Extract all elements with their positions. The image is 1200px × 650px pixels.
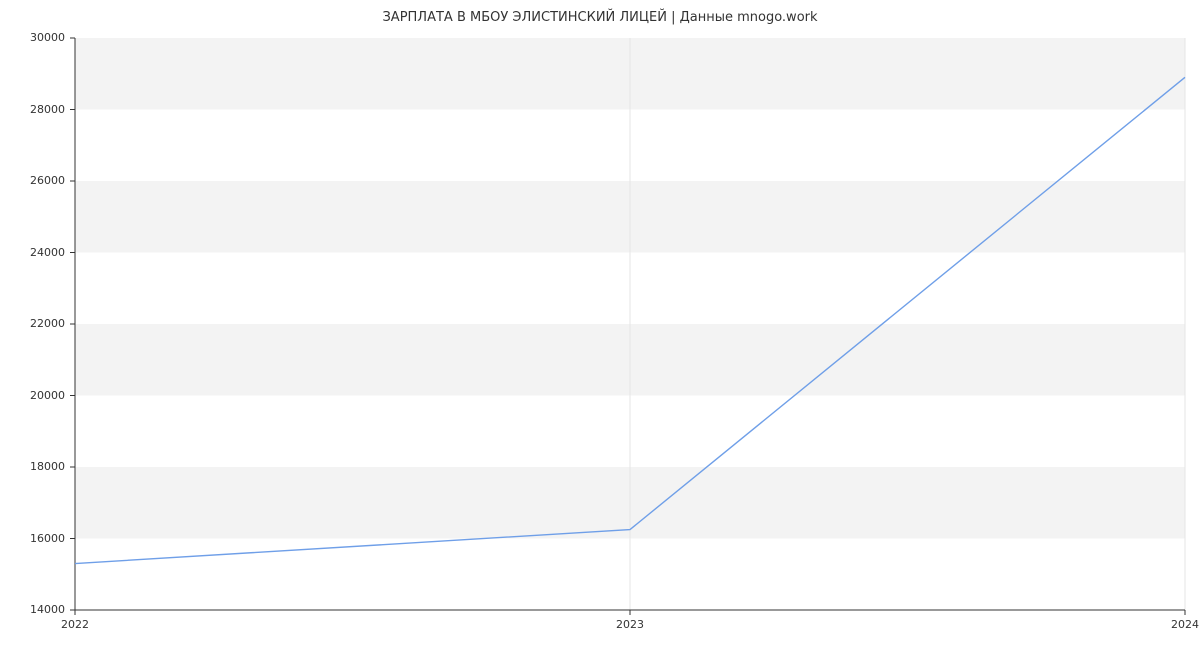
- y-tick-label: 20000: [15, 389, 65, 402]
- y-tick-label: 16000: [15, 532, 65, 545]
- x-tick-label: 2022: [45, 618, 105, 631]
- x-tick-label: 2024: [1155, 618, 1200, 631]
- plot-area: [75, 38, 1185, 610]
- y-tick-label: 18000: [15, 460, 65, 473]
- y-tick-label: 28000: [15, 103, 65, 116]
- salary-line-chart: ЗАРПЛАТА В МБОУ ЭЛИСТИНСКИЙ ЛИЦЕЙ | Данн…: [0, 0, 1200, 650]
- chart-title: ЗАРПЛАТА В МБОУ ЭЛИСТИНСКИЙ ЛИЦЕЙ | Данн…: [0, 10, 1200, 25]
- y-tick-label: 26000: [15, 174, 65, 187]
- x-tick-label: 2023: [600, 618, 660, 631]
- y-tick-label: 22000: [15, 317, 65, 330]
- y-tick-label: 24000: [15, 246, 65, 259]
- y-tick-label: 14000: [15, 603, 65, 616]
- y-tick-label: 30000: [15, 31, 65, 44]
